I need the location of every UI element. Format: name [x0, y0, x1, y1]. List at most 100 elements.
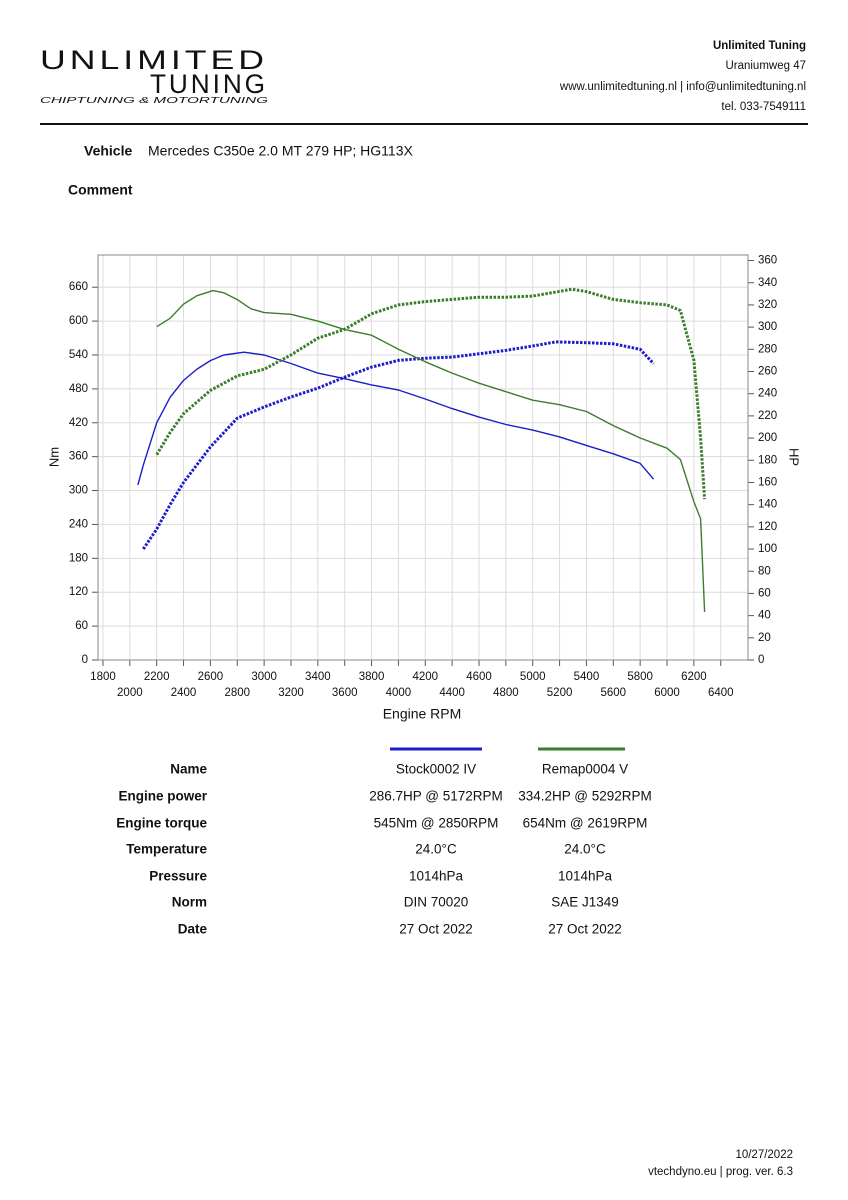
y2-tick-label: 200: [758, 432, 777, 444]
logo-line1: UNLIMITED: [40, 45, 268, 75]
series-line: [156, 289, 706, 613]
y-tick-label: 420: [69, 417, 88, 429]
x-tick-label: 5000: [520, 671, 546, 683]
footer-date: 10/27/2022: [735, 1149, 793, 1161]
y-axis-label: Nm: [46, 447, 61, 467]
x-tick-label: 2600: [198, 671, 224, 683]
y-tick-label: 60: [75, 620, 88, 632]
plot-frame: [97, 254, 749, 661]
y2-axis-label: HP: [787, 448, 802, 466]
footer-software: vtechdyno.eu | prog. ver. 6.3: [648, 1166, 793, 1178]
y2-tick-label: 320: [758, 299, 777, 311]
table-cell: DIN 70020: [404, 895, 469, 910]
x-tick-label: 3800: [359, 671, 385, 683]
row-label: Date: [178, 922, 208, 937]
y-tick-label: 180: [69, 552, 88, 564]
x-tick-label: 5400: [574, 671, 600, 683]
y-tick-label: 540: [69, 349, 88, 361]
results-table: Name Stock0002 IV Remap0004 V Engine power 2…: [116, 747, 652, 937]
x-tick-label: 2200: [144, 671, 170, 683]
x-axis-label: Engine RPM: [383, 706, 462, 722]
x-tick-label: 4200: [412, 671, 438, 683]
table-cell: SAE J1349: [551, 895, 619, 910]
table-cell: 27 Oct 2022: [548, 922, 622, 937]
y2-tick-label: 80: [758, 565, 771, 577]
vehicle-label: Vehicle: [84, 143, 132, 159]
y2-tick-label: 20: [758, 632, 771, 644]
y2-tick-label: 280: [758, 343, 777, 355]
row-label: Pressure: [149, 869, 207, 884]
y2-tick-label: 160: [758, 476, 777, 488]
y-tick-label: 240: [69, 518, 88, 530]
x-tick-label: 3400: [305, 671, 331, 683]
y2-tick-label: 60: [758, 587, 771, 599]
x-tick-label: 5200: [547, 687, 573, 699]
y-tick-label: 0: [82, 654, 88, 666]
x-tick-label: 2400: [171, 687, 197, 699]
table-cell: 1014hPa: [558, 869, 613, 884]
x-tick-label: 3200: [278, 687, 304, 699]
x-tick-label: 3600: [332, 687, 358, 699]
x-tick-label: 1800: [90, 671, 116, 683]
row-label: Temperature: [126, 842, 207, 857]
company: Unlimited Tuning: [713, 40, 806, 52]
web: www.unlimitedtuning.nl | info@unlimitedt…: [559, 81, 806, 93]
table-cell: 24.0°C: [415, 842, 457, 857]
table-cell: 545Nm @ 2850RPM: [374, 816, 499, 831]
row-label: Engine torque: [116, 816, 207, 831]
y2-tick-label: 180: [758, 454, 777, 466]
y2-tick-label: 240: [758, 388, 777, 400]
logo-tagline: CHIPTUNING & MOTORTUNING: [40, 96, 268, 105]
y2-tick-label: 300: [758, 321, 777, 333]
y2-tick-label: 100: [758, 543, 777, 555]
y2-tick-label: 0: [758, 654, 764, 666]
y2-tick-label: 40: [758, 610, 771, 622]
table-cell: 334.2HP @ 5292RPM: [518, 789, 652, 804]
y2-tick-label: 260: [758, 366, 777, 378]
x-tick-label: 5800: [627, 671, 653, 683]
vehicle-value: Mercedes C350e 2.0 MT 279 HP; HG113X: [148, 143, 414, 159]
x-tick-label: 4800: [493, 687, 519, 699]
y2-tick-label: 120: [758, 521, 777, 533]
y-tick-label: 660: [69, 281, 88, 293]
table-cell: 1014hPa: [409, 869, 464, 884]
plot-area: [98, 255, 748, 660]
table-cell: 24.0°C: [564, 842, 606, 857]
x-tick-label: 4400: [439, 687, 465, 699]
x-tick-label: 6200: [681, 671, 707, 683]
comment-label: Comment: [68, 182, 133, 198]
x-tick-label: 3000: [251, 671, 277, 683]
table-cell: Stock0002 IV: [396, 762, 476, 777]
x-tick-label: 2000: [117, 687, 143, 699]
x-tick-label: 6400: [708, 687, 734, 699]
y-tick-label: 120: [69, 586, 88, 598]
y2-tick-label: 220: [758, 410, 777, 422]
row-label: Engine power: [118, 789, 207, 804]
x-tick-label: 2800: [224, 687, 250, 699]
y-tick-label: 300: [69, 485, 88, 497]
y-tick-label: 360: [69, 451, 88, 463]
series-line: [155, 287, 707, 500]
x-tick-label: 4000: [386, 687, 412, 699]
table-cell: 286.7HP @ 5172RPM: [369, 789, 503, 804]
x-tick-label: 5600: [601, 687, 627, 699]
x-tick-label: 4600: [466, 671, 492, 683]
table-cell: 654Nm @ 2619RPM: [523, 816, 648, 831]
series-line: [142, 340, 655, 550]
phone: tel. 033-7549111: [721, 101, 806, 113]
y2-tick-label: 360: [758, 255, 777, 267]
row-label: Norm: [172, 895, 207, 910]
y-tick-label: 480: [69, 383, 88, 395]
table-cell: 27 Oct 2022: [399, 922, 473, 937]
address: Uraniumweg 47: [725, 60, 806, 72]
y2-tick-label: 140: [758, 499, 777, 511]
logo-line2: TUNING: [150, 69, 268, 99]
x-tick-label: 6000: [654, 687, 680, 699]
chart: 1800200022002400260028003000320034003600…: [46, 254, 802, 722]
row-label: Name: [170, 762, 207, 777]
y2-tick-label: 340: [758, 277, 777, 289]
table-cell: Remap0004 V: [542, 762, 628, 777]
y-tick-label: 600: [69, 315, 88, 327]
